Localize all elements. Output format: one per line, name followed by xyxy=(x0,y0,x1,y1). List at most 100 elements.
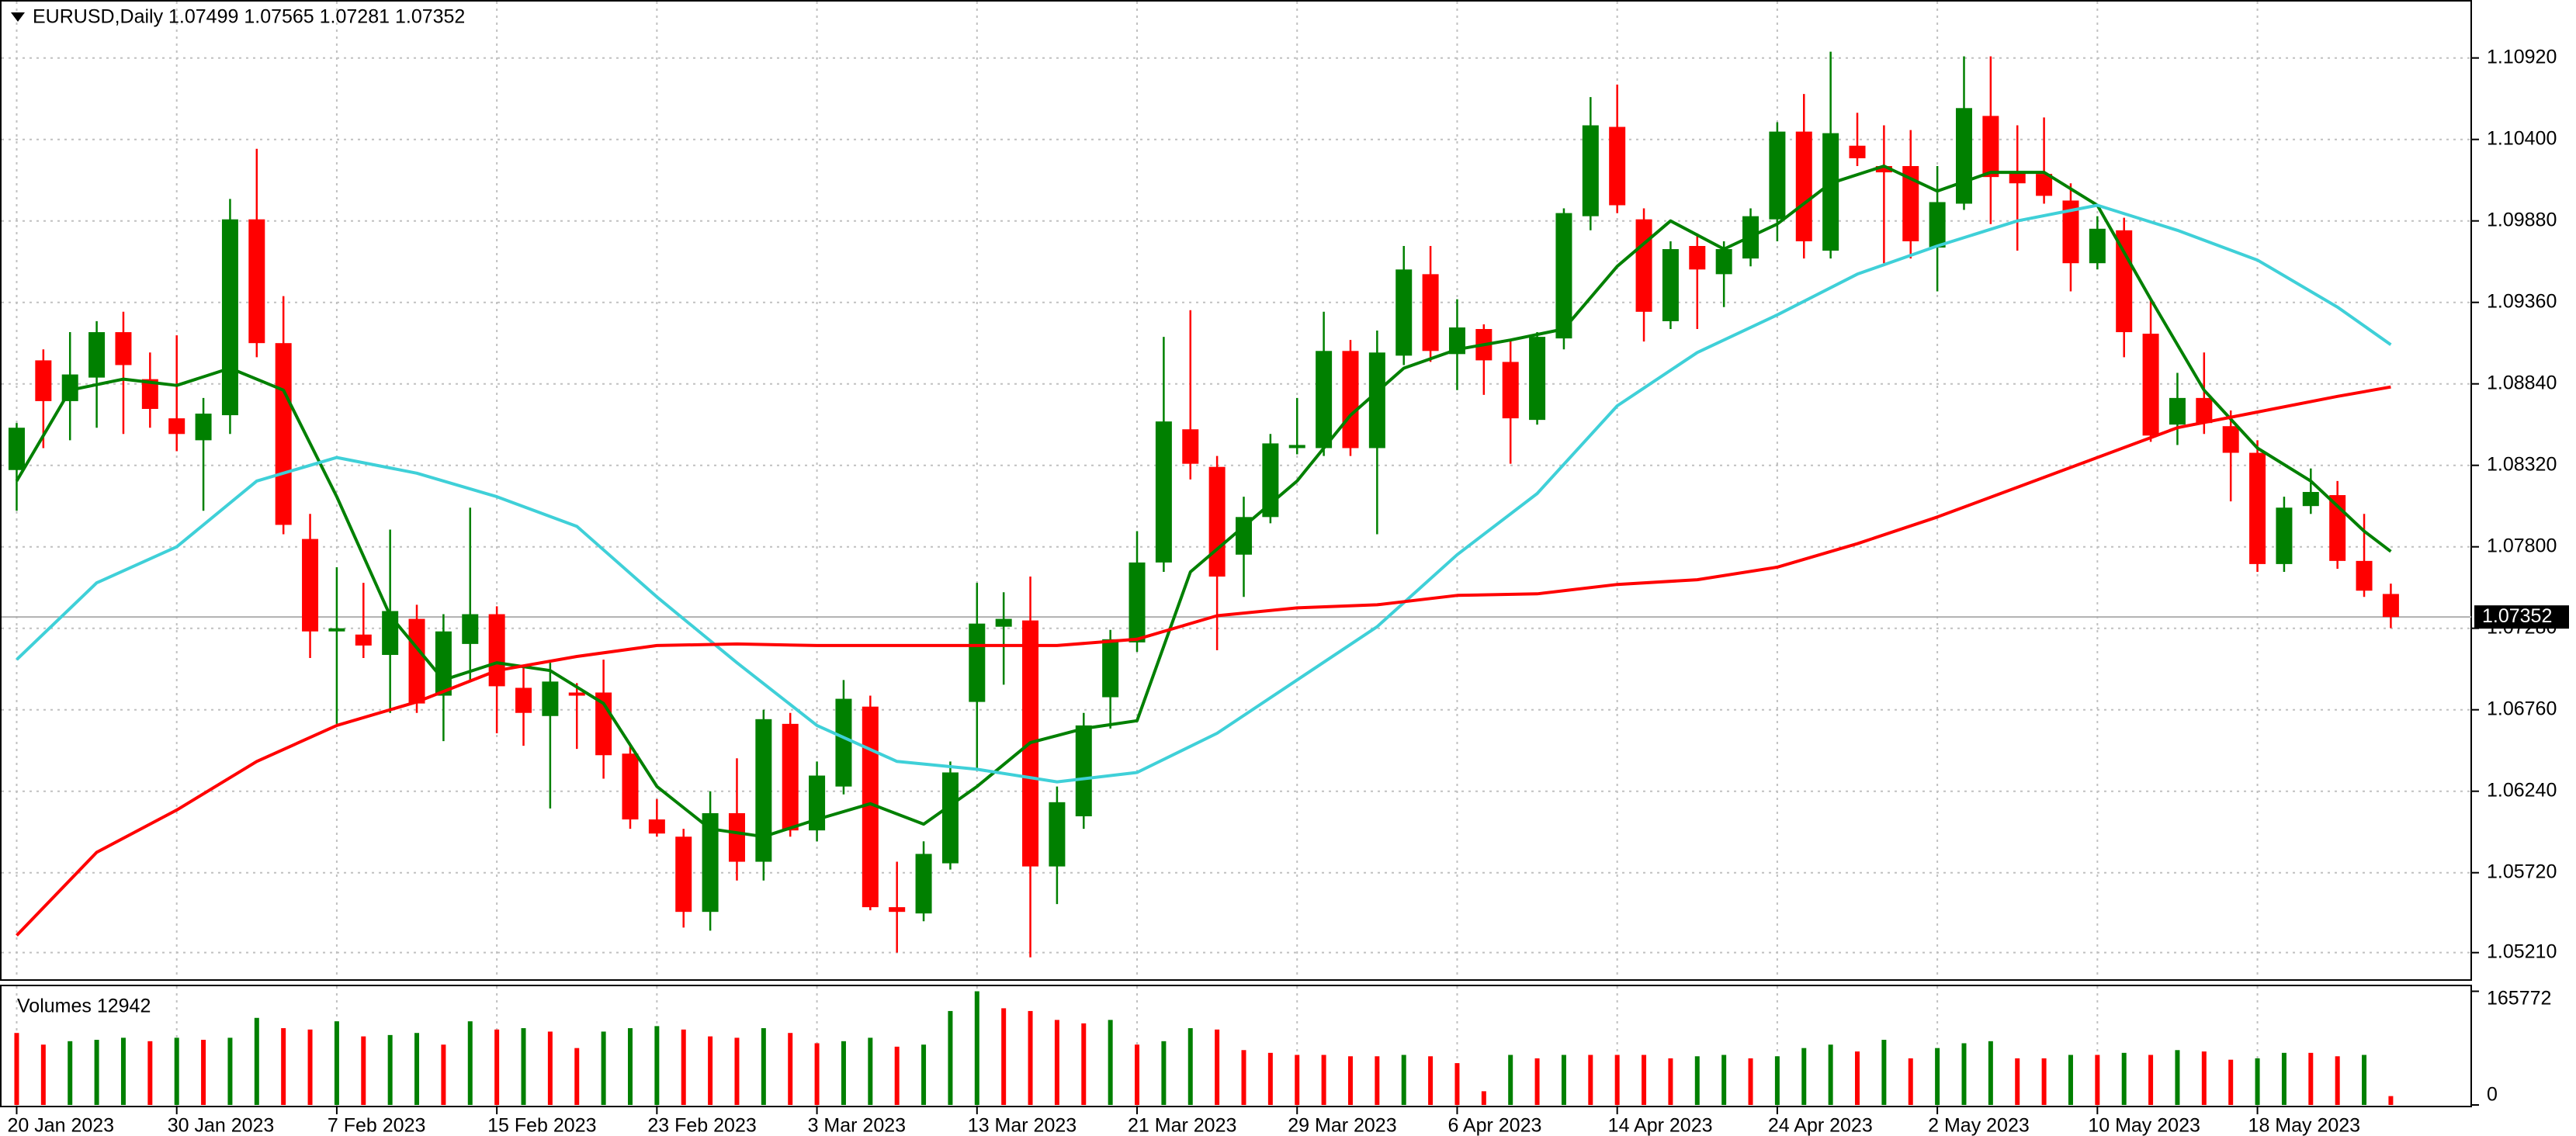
volume-bar xyxy=(14,1033,19,1105)
candle-body xyxy=(2382,594,2399,618)
volume-bar xyxy=(2335,1056,2340,1105)
volume-bar xyxy=(894,1046,900,1105)
volume-bar xyxy=(1534,1058,1540,1105)
candle-body xyxy=(2009,172,2026,184)
y-tick-label: 1.05720 xyxy=(2487,861,2557,882)
candle-body xyxy=(1689,246,1706,270)
volume-bar xyxy=(2068,1055,2073,1105)
y-tick-label: 1.09880 xyxy=(2487,209,2557,230)
candle-body xyxy=(1422,274,1439,352)
candle-body xyxy=(675,836,692,913)
volume-bar xyxy=(1481,1091,1486,1105)
volume-bar xyxy=(1187,1028,1193,1105)
moving-average-line xyxy=(16,203,2392,784)
candle-body xyxy=(355,634,372,646)
volume-panel xyxy=(0,985,2472,1107)
last-price-box xyxy=(2474,605,2569,629)
y-tick-label: 1.06760 xyxy=(2487,698,2557,719)
candle-body xyxy=(1368,352,1385,449)
y-tick-label: 1.09360 xyxy=(2487,290,2557,312)
volume-bar xyxy=(1561,1055,1566,1105)
x-tick-label: 14 Apr 2023 xyxy=(1608,1115,1713,1136)
candle-body xyxy=(889,907,906,913)
candle-body xyxy=(435,631,452,696)
volume-bar xyxy=(708,1036,713,1105)
candle-body xyxy=(2062,200,2079,264)
volume-bar xyxy=(788,1033,793,1105)
volume-bar xyxy=(334,1021,339,1105)
candle-body xyxy=(2169,397,2186,425)
volume-bar xyxy=(627,1028,633,1105)
candle-body xyxy=(755,719,772,862)
x-tick-label: 30 Jan 2023 xyxy=(168,1115,275,1136)
candle-body xyxy=(622,753,639,820)
x-tick-label: 24 Apr 2023 xyxy=(1768,1115,1873,1136)
y-tick-label: 1.08320 xyxy=(2487,453,2557,475)
volume-bar xyxy=(1614,1055,1620,1105)
candle-body xyxy=(1208,466,1226,577)
volume-bar xyxy=(761,1028,766,1105)
candle-body xyxy=(2222,426,2239,453)
volume-bar xyxy=(1588,1055,1593,1105)
volume-bar xyxy=(948,1010,953,1105)
volume-bar xyxy=(227,1037,233,1105)
candle-body xyxy=(782,723,799,831)
moving-average-line xyxy=(15,165,2392,839)
volume-bar xyxy=(414,1033,420,1105)
candle-body xyxy=(2116,230,2133,333)
candle-body xyxy=(1155,421,1172,563)
candle-body xyxy=(302,539,319,632)
volume-bar xyxy=(1801,1048,1807,1105)
x-tick-label: 10 May 2023 xyxy=(2088,1115,2200,1136)
volume-bar xyxy=(574,1048,580,1105)
y-tick-label: 0 xyxy=(2487,1084,2498,1106)
candle-body xyxy=(568,692,585,696)
x-tick-label: 3 Mar 2023 xyxy=(808,1115,906,1136)
volume-bar xyxy=(868,1037,873,1105)
volume-bar xyxy=(40,1044,46,1105)
volume-bar xyxy=(2201,1051,2207,1105)
candle-body xyxy=(648,819,665,834)
volume-bar xyxy=(1935,1048,1940,1105)
volume-bar xyxy=(521,1028,526,1105)
candle-body xyxy=(1262,443,1279,518)
volume-bar xyxy=(1028,1010,1033,1105)
volume-bar xyxy=(307,1029,313,1105)
volume-bar xyxy=(547,1031,553,1105)
volume-bar xyxy=(68,1041,73,1105)
candle-body xyxy=(1662,249,1679,321)
candle-body xyxy=(35,360,52,401)
volume-bar xyxy=(681,1029,686,1105)
candle-body xyxy=(1075,725,1092,816)
candle-body xyxy=(1769,131,1786,220)
candle-body xyxy=(8,428,25,470)
candle-body xyxy=(915,854,932,914)
candle-body xyxy=(1715,249,1732,275)
candle-body xyxy=(1795,131,1812,241)
candle-body xyxy=(328,628,345,632)
candle-body xyxy=(1609,126,1626,206)
volume-bar xyxy=(2362,1055,2367,1105)
volume-bar xyxy=(841,1041,846,1105)
volume-bar xyxy=(2308,1052,2314,1105)
volume-bar xyxy=(2095,1055,2100,1105)
candle-body xyxy=(1822,133,1839,251)
x-tick-label: 23 Feb 2023 xyxy=(647,1115,756,1136)
volume-bar xyxy=(281,1028,286,1105)
candle-body xyxy=(2356,560,2373,591)
candle-body xyxy=(1129,562,1146,642)
volume-bar xyxy=(1401,1055,1406,1105)
candle-body xyxy=(88,332,106,378)
candle-body xyxy=(941,772,959,864)
candle-body xyxy=(1955,108,1972,204)
volume-bar xyxy=(1267,1052,1273,1105)
volume-bar xyxy=(2121,1052,2127,1105)
volume-bar xyxy=(1855,1051,1860,1105)
volume-bar xyxy=(1828,1044,1833,1105)
y-tick-label: 165772 xyxy=(2487,988,2551,1010)
volume-bar xyxy=(2255,1058,2260,1105)
volume-bar xyxy=(201,1040,206,1105)
candle-body xyxy=(1102,639,1119,698)
menu-triangle[interactable] xyxy=(11,12,25,22)
